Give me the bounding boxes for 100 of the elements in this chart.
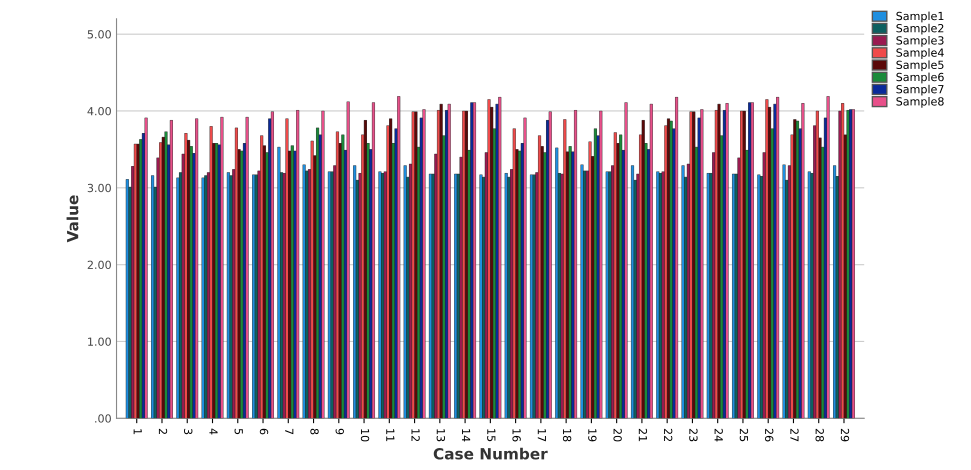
- bar: [126, 179, 129, 418]
- bar: [642, 120, 645, 418]
- bar: [606, 171, 609, 418]
- bar: [254, 174, 258, 418]
- y-tick-label: .00: [95, 414, 111, 423]
- bar: [448, 104, 451, 418]
- bar: [700, 109, 704, 418]
- bar: [548, 112, 552, 418]
- bar: [650, 104, 653, 418]
- x-tick-label: 8: [310, 428, 319, 434]
- bar: [246, 116, 249, 418]
- x-tick-label: 15: [487, 429, 496, 442]
- x-tick-label: 1: [134, 429, 142, 434]
- bar: [220, 116, 224, 418]
- x-tick-label: 22: [664, 428, 672, 442]
- x-tick-label: 20: [613, 428, 622, 442]
- x-tick-label: 28: [816, 428, 824, 442]
- x-tick-label: 5: [234, 428, 243, 434]
- bar: [472, 102, 476, 418]
- x-tick-label: 27: [790, 428, 799, 442]
- bar: [346, 102, 350, 418]
- x-tick-label: 6: [260, 428, 268, 434]
- bar: [296, 110, 300, 418]
- bar: [750, 102, 754, 418]
- bar: [656, 171, 660, 418]
- bar: [144, 118, 148, 418]
- x-tick-label: 21: [638, 428, 648, 442]
- x-tick-label: 3: [184, 428, 192, 434]
- legend-label: Sample6: [896, 72, 944, 84]
- x-axis-title: Case Number: [434, 448, 548, 460]
- bar: [523, 118, 527, 418]
- bar: [134, 144, 137, 418]
- x-tick-label: 2: [158, 428, 168, 434]
- bar: [270, 112, 274, 418]
- y-tick-label: 2.00: [88, 260, 111, 270]
- bar: [742, 110, 746, 418]
- x-tick-label: 9: [336, 428, 344, 434]
- legend-label: Sample1: [896, 12, 944, 22]
- bar: [599, 110, 602, 418]
- bar: [397, 96, 400, 418]
- bar: [470, 102, 474, 418]
- x-tick-label: 17: [538, 429, 546, 442]
- bar: [277, 146, 280, 418]
- bar: [170, 120, 173, 418]
- bar: [614, 132, 617, 418]
- x-tick-label: 24: [714, 428, 723, 442]
- y-tick-label: 3.00: [88, 184, 111, 192]
- bar: [195, 118, 198, 418]
- bar: [826, 96, 830, 418]
- bar: [328, 171, 331, 418]
- bar: [555, 148, 558, 418]
- x-tick-label: 12: [412, 429, 420, 442]
- bar: [692, 112, 696, 418]
- bar: [757, 174, 760, 418]
- bar: [563, 119, 566, 418]
- bar: [776, 96, 780, 418]
- bar: [226, 172, 230, 418]
- bar: [624, 102, 628, 418]
- bar: [801, 103, 804, 418]
- x-tick-label: 25: [740, 428, 748, 442]
- bar: [422, 109, 426, 418]
- x-tick-label: 14: [462, 429, 470, 442]
- legend-label: Sample3: [896, 36, 944, 47]
- bar: [204, 175, 208, 418]
- legend-label: Sample2: [896, 24, 944, 35]
- x-tick-label: 10: [360, 429, 370, 442]
- legend-label: Sample7: [896, 84, 944, 96]
- x-tick-label: 7: [285, 428, 294, 434]
- x-tick-label: 23: [689, 428, 698, 442]
- bar: [706, 173, 710, 418]
- x-tick-label: 11: [386, 429, 394, 442]
- bar: [372, 102, 376, 418]
- x-tick-label: 26: [764, 428, 774, 442]
- x-tick-label: 19: [588, 429, 597, 442]
- bar: [852, 109, 855, 418]
- bar: [808, 171, 811, 418]
- bar: [462, 110, 466, 418]
- x-tick-label: 29: [840, 428, 850, 442]
- x-tick-label: 16: [512, 429, 521, 442]
- x-tick-label: 18: [562, 429, 572, 442]
- bar: [498, 96, 502, 418]
- bar: [675, 96, 678, 418]
- x-tick-label: 4: [209, 428, 218, 434]
- bar: [412, 112, 415, 418]
- bar: [184, 133, 188, 418]
- bar: [574, 110, 578, 418]
- bar: [364, 120, 367, 418]
- bar: [512, 128, 516, 418]
- bar: [793, 119, 796, 418]
- y-tick-label: 5.00: [88, 30, 111, 39]
- y-tick-label: 1.00: [88, 337, 111, 346]
- y-tick-label: 4.00: [87, 106, 111, 116]
- x-tick-label: 13: [436, 429, 446, 442]
- y-axis-title: Value: [66, 195, 78, 242]
- bar: [816, 110, 819, 418]
- legend-label: Sample4: [896, 48, 944, 59]
- legend-label: Sample8: [896, 96, 944, 108]
- bar: [726, 103, 729, 418]
- bar: [321, 110, 324, 418]
- legend-label: Sample5: [896, 60, 944, 72]
